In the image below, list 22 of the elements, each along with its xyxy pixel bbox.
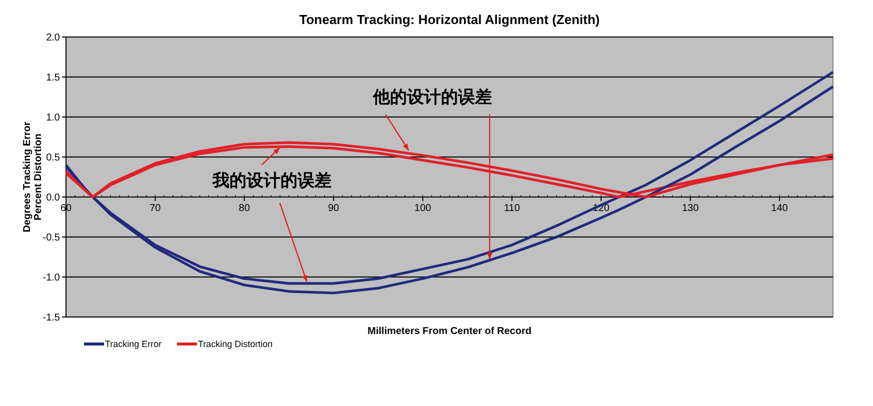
x-tick-label: 100 [414,203,432,214]
annotation: 他的设计的误差 [372,87,492,106]
legend-label: Tracking Distortion [198,339,273,350]
x-tick-label: 140 [771,203,788,214]
y-axis-title: Degrees Tracking Error Percent Distortion [22,122,44,232]
chart-title: Tonearm Tracking: Horizontal Alignment (Zenith) [299,12,600,27]
y-tick-label: 0.5 [46,152,60,164]
x-tick-label: 90 [328,203,340,214]
y-tick-label: 2.0 [46,32,60,44]
y-tick-label: 1.0 [46,112,60,124]
x-tick-label: 70 [150,203,162,214]
x-tick-label: 110 [504,203,520,214]
y-tick-label: -0.5 [42,232,60,244]
y-tick-label: -1.5 [42,312,60,324]
y-tick-label: 1.5 [46,72,60,84]
legend-label: Tracking Error [105,339,162,350]
annotation: 我的设计的误差 [211,170,332,190]
x-tick-label: 80 [238,203,250,214]
x-axis-title: Millimeters From Center of Record [368,326,532,337]
y-tick-label: 0.0 [46,192,60,204]
x-tick-label: 130 [682,203,700,214]
y-tick-label: -1.0 [42,272,60,284]
